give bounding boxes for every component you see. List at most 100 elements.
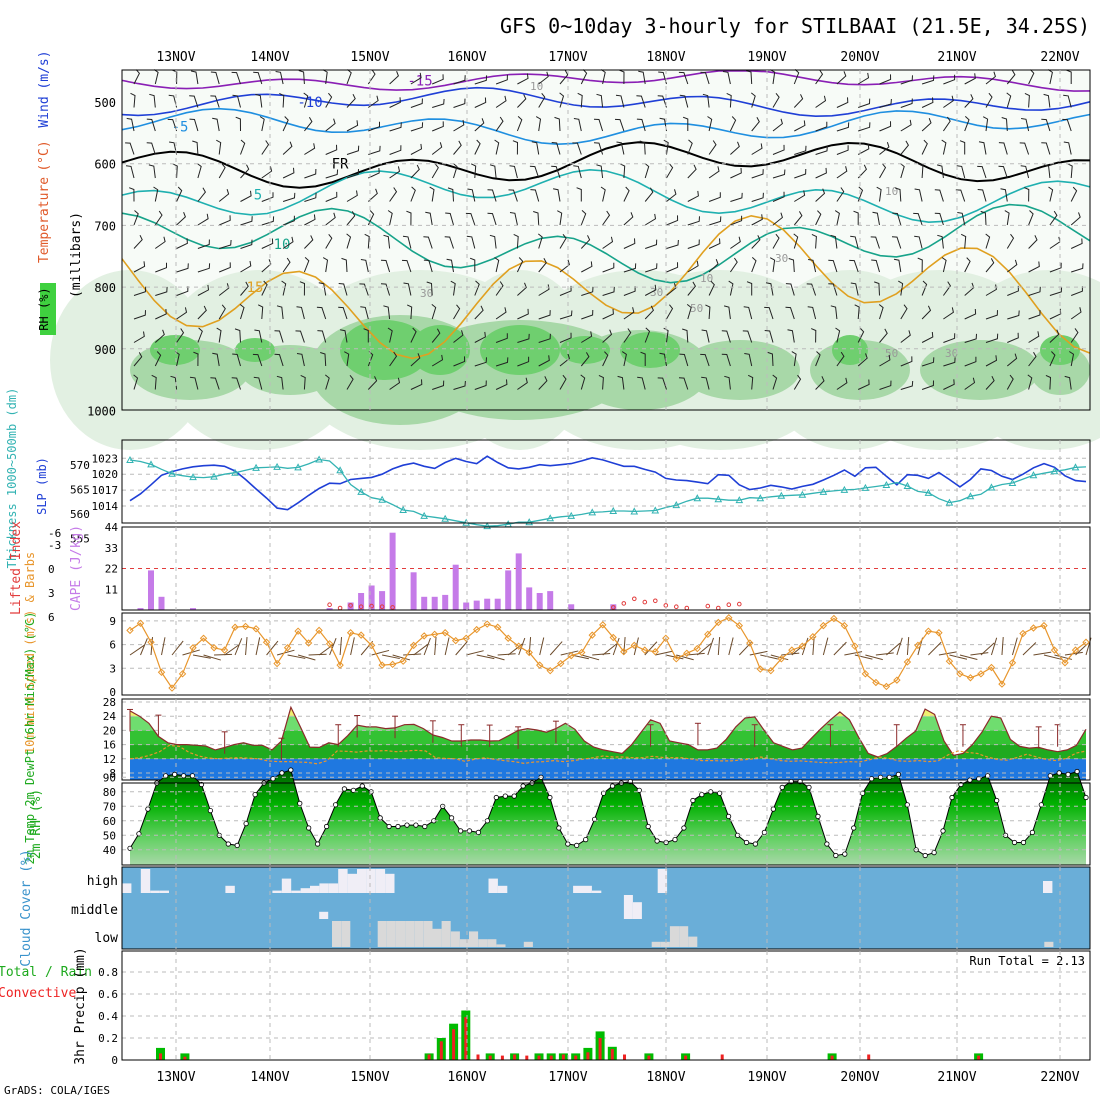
- wind-barb: [1069, 351, 1075, 367]
- temperature-frame: [121, 698, 1091, 781]
- thickness-point: [588, 508, 597, 516]
- wind-barb: [155, 236, 166, 249]
- wind-barb: [978, 141, 987, 155]
- wind-barb: [151, 374, 157, 390]
- wind-speed-point: [294, 627, 302, 635]
- wind-speed-point: [241, 622, 250, 631]
- x-tick-bottom-17NOV: 17NOV: [548, 1070, 587, 1085]
- wind-barb: [553, 188, 561, 202]
- x-tick-top-16NOV: 16NOV: [447, 50, 486, 65]
- wind-barb: [1007, 310, 1020, 320]
- cloud-low-bar: [423, 921, 433, 947]
- wind-speed-point: [641, 646, 649, 654]
- wind-barb: [516, 257, 524, 273]
- wind-barb: [296, 353, 305, 367]
- wind-barb: [815, 145, 828, 155]
- wind-barb: [467, 188, 476, 202]
- wind-tick-6: 6: [109, 639, 116, 652]
- surface-wind-barb: [171, 640, 184, 656]
- dewpoint-line: [129, 744, 1087, 765]
- x-tick-top-19NOV: 19NOV: [747, 50, 786, 65]
- wind-barb: [1063, 141, 1072, 155]
- wind-barb: [487, 189, 497, 202]
- surface-wind-barb: [476, 654, 495, 660]
- lifted-index-point: [674, 604, 679, 610]
- wind-speed-point: [620, 648, 628, 656]
- wind-barb: [316, 306, 327, 320]
- wind-barb: [431, 328, 441, 343]
- wind-barb: [282, 167, 295, 179]
- wind-barb: [512, 140, 519, 155]
- lifted-index-point: [621, 601, 627, 606]
- temp-band-3: [130, 716, 1086, 731]
- wind-barb: [772, 233, 780, 249]
- wind-barb: [474, 357, 487, 367]
- wind-barb: [446, 258, 454, 273]
- x-tick-bottom-13NOV: 13NOV: [156, 1070, 195, 1085]
- cape-tick-33: 33: [105, 542, 118, 555]
- wind-speed-point: [1050, 646, 1059, 654]
- wind-barb: [617, 375, 625, 390]
- wind-barb: [172, 163, 178, 179]
- rh-shading-high-2: [340, 320, 430, 380]
- surface-wind-barb: [214, 653, 233, 656]
- thickness-point: [672, 501, 681, 509]
- wind-barb: [431, 354, 444, 367]
- wind-barb: [231, 71, 241, 85]
- x-tick-bottom-21NOV: 21NOV: [937, 1070, 976, 1085]
- cloud-high-bar: [159, 890, 169, 893]
- wind-barb: [240, 216, 253, 226]
- li-tick--6: -6: [48, 527, 61, 540]
- wind-barb: [387, 327, 393, 343]
- wind-speed-point: [315, 626, 323, 635]
- rh-point: [931, 849, 937, 856]
- wind-tick-3: 3: [109, 662, 116, 675]
- wind-speed-point: [178, 670, 187, 678]
- cloud-low-bar: [469, 931, 479, 947]
- thickness-point: [189, 473, 197, 481]
- rh-tick-50: 50: [103, 829, 116, 842]
- temp-tick-16: 16: [103, 739, 116, 752]
- thickness-point: [609, 506, 618, 514]
- wind-barb: [637, 376, 646, 390]
- wind-barb: [1066, 69, 1072, 84]
- wind-speed-point: [357, 631, 365, 639]
- temp-band-0: [130, 758, 1086, 780]
- rh-shading-high-6: [620, 332, 680, 368]
- rh-point: [574, 842, 580, 849]
- rh-point: [940, 828, 946, 834]
- pressure-tick-1000: 1000: [87, 405, 116, 419]
- wind-barb: [1000, 188, 1008, 202]
- wind-barb: [705, 304, 711, 320]
- rh-point: [967, 777, 973, 783]
- wind-barb: [466, 235, 476, 249]
- surface-wind-barb: [539, 637, 545, 656]
- cape-bar: [536, 593, 543, 610]
- wind-speed-point: [830, 614, 838, 623]
- cloud-high-bar: [319, 883, 329, 893]
- wind-barb: [828, 283, 838, 296]
- wind-barb: [602, 308, 614, 320]
- wind-barb: [1049, 262, 1062, 273]
- wind-barb: [850, 235, 859, 249]
- thickness-point: [630, 507, 639, 515]
- wind-barb: [879, 380, 892, 390]
- cape-bar: [431, 596, 438, 610]
- surface-wind-barb: [854, 654, 873, 660]
- wind-speed-point: [430, 630, 439, 639]
- wind-barb: [721, 330, 731, 343]
- pressure-tick-600: 600: [94, 158, 116, 172]
- wind-barb: [303, 92, 309, 108]
- wind-barb: [729, 116, 737, 132]
- wind-ylabel: 10m Wind Speed (m/s) & Barbs: [23, 552, 37, 754]
- wind-tick-9: 9: [109, 615, 116, 628]
- wind-barb: [663, 139, 669, 155]
- wind-barb: [708, 216, 722, 226]
- cloud-low-bar: [459, 939, 469, 947]
- wind-barb: [942, 281, 952, 296]
- wind-barb: [850, 282, 859, 296]
- wind-barb: [876, 186, 882, 202]
- wind-barb: [325, 191, 338, 202]
- precip-convective-bar: [183, 1056, 187, 1060]
- wind-barb: [304, 192, 317, 202]
